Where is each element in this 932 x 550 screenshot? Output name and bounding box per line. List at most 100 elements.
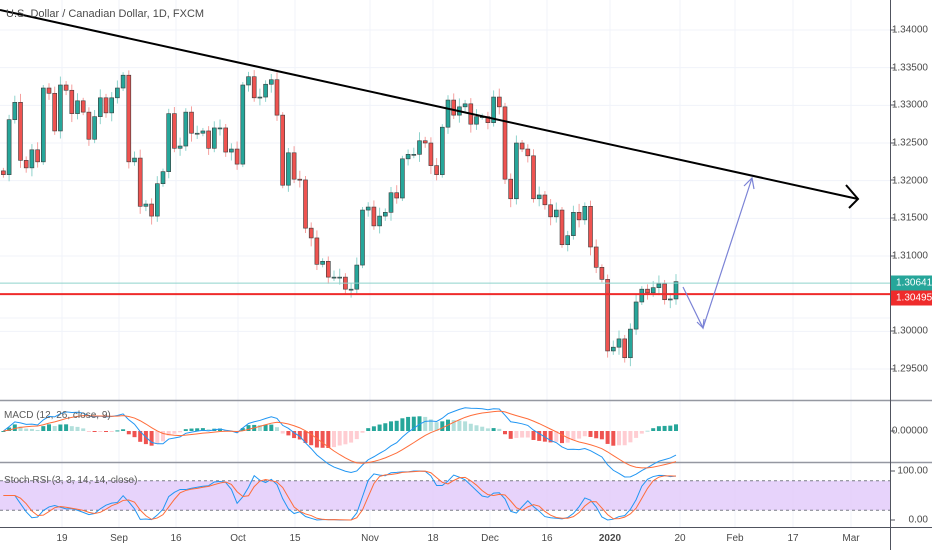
- macd-histogram-bar: [639, 431, 644, 434]
- macd-label: MACD (12, 26, close, 9): [4, 410, 111, 421]
- macd-histogram-bar: [451, 420, 456, 431]
- candle-up: [673, 281, 679, 300]
- time-axis-label: 17: [787, 533, 799, 544]
- time-axis-label: Feb: [726, 533, 744, 544]
- time-axis-label: 19: [56, 533, 68, 544]
- candle-up: [120, 74, 126, 89]
- candle-down: [645, 288, 650, 294]
- candle-down: [103, 97, 109, 114]
- candle-down: [291, 152, 297, 180]
- candle-down: [576, 212, 582, 221]
- candle-up: [616, 338, 622, 348]
- macd-histogram-bar: [622, 431, 627, 446]
- candle-up: [337, 276, 343, 279]
- macd-histogram-bar: [240, 428, 245, 431]
- chart-title: U.S. Dollar / Canadian Dollar, 1D, FXCM: [6, 8, 205, 20]
- macd-histogram-bar: [1, 431, 6, 432]
- price-axis-label: 1.31000: [891, 250, 928, 262]
- macd-histogram-bar: [320, 431, 325, 448]
- candle-up: [491, 96, 496, 123]
- candle-up: [229, 148, 234, 153]
- time-axis-label: 16: [170, 533, 182, 544]
- macd-histogram-bar: [41, 426, 46, 431]
- candle-down: [605, 279, 610, 352]
- candle-up: [143, 203, 149, 207]
- candle-up: [656, 283, 662, 288]
- candle-up: [263, 83, 268, 98]
- candle-up: [400, 158, 405, 199]
- candle-up: [565, 235, 571, 246]
- candle-down: [274, 79, 280, 116]
- macd-histogram-bar: [605, 431, 610, 444]
- candle-up: [571, 212, 576, 236]
- candle-up: [58, 84, 63, 132]
- macd-histogram-bar: [178, 431, 183, 433]
- macd-histogram-bar: [92, 431, 97, 432]
- time-axis-label: Sep: [110, 533, 128, 544]
- candle-down: [137, 157, 143, 207]
- macd-histogram-bar: [297, 431, 302, 440]
- macd-histogram-bar: [195, 428, 200, 431]
- candle-up: [553, 209, 559, 218]
- candle-up: [194, 132, 200, 135]
- candle-down: [189, 111, 194, 134]
- macd-histogram-bar: [47, 424, 51, 431]
- candle-up: [286, 152, 291, 186]
- macd-histogram-bar: [440, 421, 445, 431]
- candle-down: [314, 237, 320, 265]
- macd-histogram-bar: [428, 419, 433, 431]
- candle-down: [508, 178, 514, 200]
- macd-histogram-bar: [582, 431, 587, 437]
- candle-down: [18, 102, 23, 161]
- candle-up: [388, 192, 394, 213]
- macd-histogram-bar: [423, 416, 428, 431]
- candle-up: [320, 260, 325, 265]
- candle-up: [377, 215, 382, 227]
- price-axis-label: 1.32000: [891, 175, 928, 187]
- candle-down: [52, 92, 58, 132]
- macd-histogram-bar: [98, 431, 103, 432]
- candle-up: [200, 130, 206, 134]
- candle-up: [405, 154, 411, 160]
- macd-histogram-bar: [531, 431, 536, 440]
- macd-histogram-bar: [560, 431, 564, 444]
- macd-histogram-bar: [497, 428, 502, 431]
- macd-histogram-bar: [218, 428, 222, 431]
- macd-histogram-bar: [503, 431, 507, 435]
- time-axis-label: 18: [427, 533, 439, 544]
- macd-histogram-bar: [508, 431, 513, 439]
- macd-histogram-bar: [371, 426, 376, 431]
- candle-down: [234, 148, 240, 165]
- macd-histogram-bar: [651, 428, 656, 431]
- macd-histogram-bar: [360, 431, 365, 433]
- macd-histogram-bar: [206, 429, 211, 431]
- candle-down: [422, 140, 428, 144]
- price-axis-label: 1.32500: [891, 137, 928, 149]
- candle-up: [365, 206, 371, 211]
- candle-up: [155, 183, 160, 217]
- time-axis-label: 20: [674, 533, 686, 544]
- candle-down: [46, 87, 52, 94]
- candle-up: [474, 116, 479, 125]
- macd-histogram-bar: [314, 431, 319, 448]
- macd-histogram-bar: [132, 431, 137, 438]
- macd-histogram-bar: [58, 424, 63, 431]
- projection-path: [682, 177, 753, 330]
- macd-histogram-bar: [138, 431, 143, 442]
- time-axis-label: Nov: [361, 533, 379, 544]
- candle-up: [92, 116, 97, 140]
- candle-up: [257, 96, 263, 99]
- stoch-bottom-label: 0.00: [908, 514, 928, 526]
- projection-arrow-head: [696, 318, 705, 330]
- candle-up: [582, 205, 588, 221]
- candle-up: [536, 194, 542, 200]
- candle-up: [633, 301, 639, 330]
- candle-up: [462, 103, 468, 108]
- candle-up: [6, 119, 12, 175]
- macd-histogram-bar: [126, 431, 131, 435]
- candle-up: [628, 328, 633, 359]
- macd-histogram-bar: [571, 431, 576, 441]
- macd-histogram-bar: [115, 430, 120, 432]
- candle-down: [588, 205, 593, 248]
